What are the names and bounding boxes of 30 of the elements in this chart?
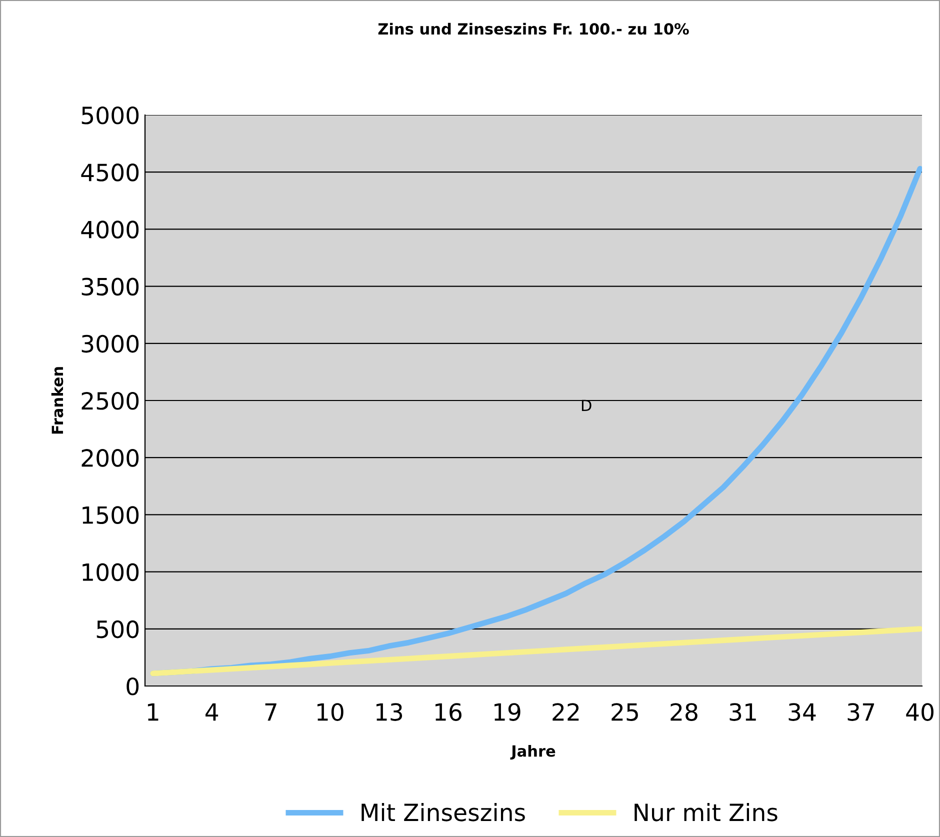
y-axis-title: Franken xyxy=(51,367,64,434)
x-tick-label: 19 xyxy=(494,703,520,721)
x-tick-label: 1 xyxy=(148,703,158,721)
x-axis-title: Jahre xyxy=(510,744,556,760)
legend-label: Mit Zinseszins xyxy=(362,803,525,822)
chart-title: Zins und Zinseszins Fr. 100.- zu 10% xyxy=(378,22,689,35)
y-tick-label: 2000 xyxy=(82,449,139,467)
x-tick-label: 31 xyxy=(730,703,756,721)
y-tick-label: 2500 xyxy=(82,392,139,410)
y-tick-label: 0 xyxy=(126,677,139,696)
x-tick-label: 13 xyxy=(376,703,402,721)
y-tick-label: 5000 xyxy=(82,106,139,124)
x-tick-label: 7 xyxy=(265,703,276,721)
x-tick-label: 37 xyxy=(848,703,874,721)
x-tick-label: 4 xyxy=(206,703,218,721)
x-tick-label: 34 xyxy=(788,703,816,721)
y-tick-label: 4000 xyxy=(81,220,139,239)
y-tick-label: 3500 xyxy=(82,278,139,296)
x-tick-label: 10 xyxy=(317,703,344,721)
y-tick-label: 1500 xyxy=(82,506,139,524)
y-tick-label: 4500 xyxy=(81,164,139,182)
y-tick-label: 3000 xyxy=(82,334,139,353)
x-tick-label: 22 xyxy=(552,703,579,721)
y-tick-label: 500 xyxy=(96,620,139,638)
x-tick-label: 25 xyxy=(612,703,638,721)
y-tick-label: 1000 xyxy=(82,563,139,582)
x-tick-label: 40 xyxy=(906,703,934,721)
legend-label: Nur mit Zins xyxy=(634,803,778,822)
x-tick-label: 16 xyxy=(436,703,462,721)
x-tick-label: 28 xyxy=(670,703,698,721)
